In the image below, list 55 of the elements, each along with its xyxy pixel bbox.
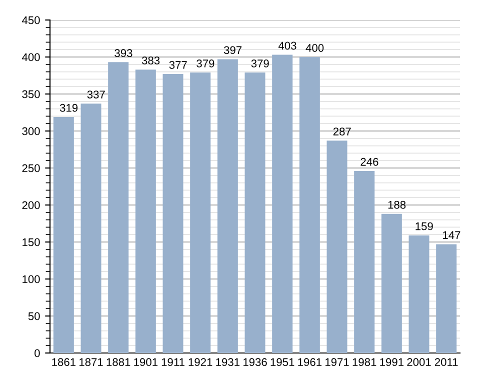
y-tick-label: 50 <box>28 312 40 320</box>
bar <box>408 235 430 353</box>
x-tick-label: 1901 <box>134 358 158 366</box>
y-tick-label: 400 <box>22 53 40 62</box>
x-tick-label: 1951 <box>270 358 294 366</box>
bar <box>217 59 238 353</box>
bar <box>190 72 211 353</box>
x-tick-label: 1911 <box>162 358 184 366</box>
data-label: 337 <box>87 90 105 98</box>
bar <box>135 70 156 353</box>
data-label: 377 <box>169 60 187 69</box>
data-label: 319 <box>60 104 78 112</box>
data-label: 188 <box>388 200 406 209</box>
data-label: 379 <box>196 60 214 68</box>
x-tick-label: 1871 <box>79 358 103 366</box>
data-label: 287 <box>333 128 351 136</box>
x-tick-label: 2011 <box>434 358 458 366</box>
bar <box>436 244 457 353</box>
bar <box>80 104 102 353</box>
x-tick-label: 1971 <box>325 358 349 366</box>
bar <box>108 62 129 353</box>
data-label: 397 <box>224 46 242 54</box>
data-label: 400 <box>306 44 324 52</box>
y-tick-label: 450 <box>22 16 40 24</box>
bar <box>381 214 402 353</box>
data-label: 393 <box>114 49 132 58</box>
y-tick-label: 350 <box>22 90 40 98</box>
x-tick-label: 1961 <box>298 358 322 366</box>
bar <box>53 116 74 353</box>
bar <box>244 72 266 353</box>
y-tick-label: 250 <box>22 164 40 172</box>
y-tick-label: 100 <box>22 275 40 284</box>
data-label: 403 <box>278 42 296 50</box>
bar <box>272 54 293 353</box>
x-tick-label: 1921 <box>188 358 212 366</box>
bar <box>326 140 348 353</box>
y-tick-label: 300 <box>22 127 40 136</box>
x-tick-label: 1931 <box>216 358 240 366</box>
x-tick-label: 1981 <box>352 358 376 366</box>
y-tick-label: 150 <box>22 238 40 246</box>
data-label: 379 <box>251 60 269 68</box>
x-tick-label: 1936 <box>243 358 267 366</box>
data-label: 147 <box>443 231 460 239</box>
x-tick-label: 1991 <box>380 358 404 366</box>
data-label: 383 <box>142 56 160 64</box>
x-tick-label: 1881 <box>106 358 130 366</box>
x-tick-label: 2001 <box>407 358 431 366</box>
y-tick-label: 0 <box>34 349 40 358</box>
data-label: 246 <box>360 158 378 166</box>
x-tick-label: 1861 <box>52 358 76 366</box>
bar <box>354 170 375 353</box>
bar <box>299 57 320 353</box>
bar <box>162 74 184 353</box>
data-label: 159 <box>416 222 433 230</box>
y-tick-label: 200 <box>22 201 40 210</box>
